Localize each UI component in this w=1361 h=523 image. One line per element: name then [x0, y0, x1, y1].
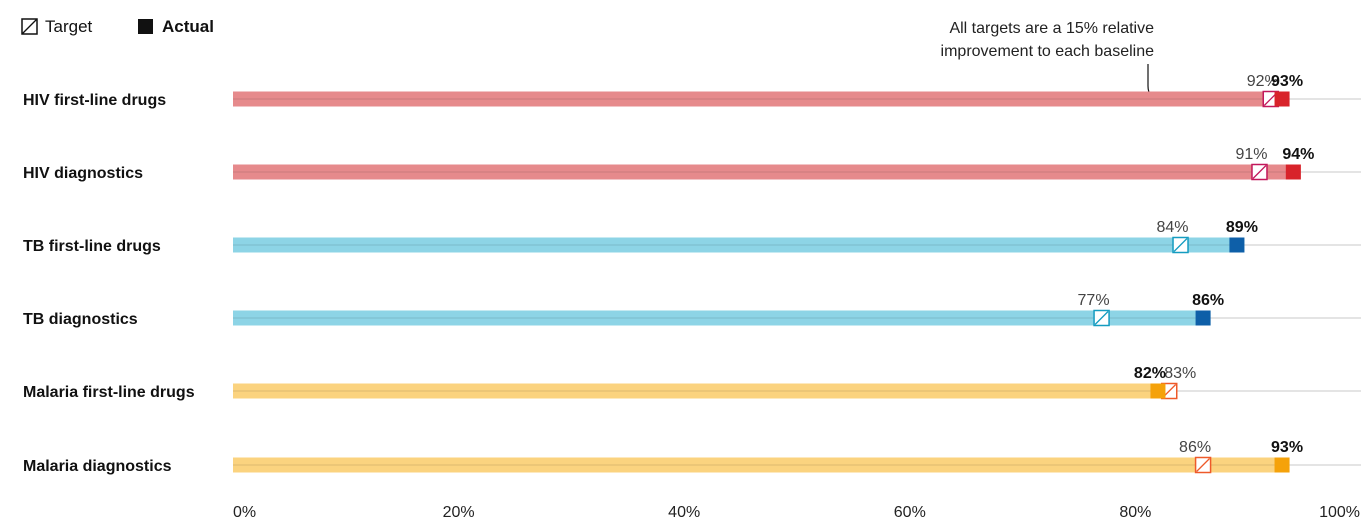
legend: Target Actual: [21, 17, 214, 36]
category-label: HIV diagnostics: [23, 165, 143, 182]
target-value-label: 83%: [1164, 365, 1196, 382]
actual-marker: [1229, 237, 1245, 253]
x-tick-label: 60%: [894, 504, 926, 521]
actual-marker: [1285, 164, 1301, 180]
actual-marker: [1274, 457, 1290, 473]
progress-bar: [233, 457, 1290, 473]
target-marker-diagonal: [1196, 458, 1211, 472]
legend-actual-label: Actual: [162, 17, 214, 36]
actual-value-label: 82%: [1134, 365, 1166, 382]
actual-value-label: 89%: [1226, 219, 1258, 236]
x-tick-label: 20%: [443, 504, 475, 521]
target-value-label: 84%: [1156, 219, 1188, 236]
category-label: Malaria first-line drugs: [23, 384, 195, 401]
target-value-label: 86%: [1179, 439, 1211, 456]
actual-marker: [1195, 310, 1211, 326]
annotation-line-1: All targets are a 15% relative: [949, 20, 1154, 37]
category-label: TB diagnostics: [23, 311, 138, 328]
progress-bar: [233, 91, 1290, 107]
target-marker-diagonal: [1252, 165, 1267, 179]
target-value-label: 92%: [1247, 73, 1279, 90]
progress-bar: [233, 310, 1211, 326]
actual-value-label: 93%: [1271, 73, 1303, 90]
category-label: HIV first-line drugs: [23, 92, 166, 109]
x-tick-label: 40%: [668, 504, 700, 521]
x-tick-label: 0%: [233, 504, 256, 521]
actual-value-label: 94%: [1282, 146, 1314, 163]
legend-target-label: Target: [45, 17, 93, 36]
actual-marker: [1274, 91, 1290, 107]
target-marker-diagonal: [1094, 311, 1109, 325]
legend-actual-icon: [138, 19, 153, 34]
x-tick-label: 80%: [1119, 504, 1151, 521]
target-value-label: 91%: [1235, 146, 1267, 163]
actual-value-label: 86%: [1192, 292, 1224, 309]
progress-bar: [233, 237, 1245, 253]
target-value-label: 77%: [1078, 292, 1110, 309]
annotation: All targets are a 15% relative improveme…: [941, 20, 1258, 103]
target-marker-diagonal: [1173, 238, 1188, 252]
progress-bar: [233, 383, 1177, 399]
category-label: Malaria diagnostics: [23, 458, 172, 475]
legend-target-icon: [21, 18, 38, 35]
annotation-line-2: improvement to each baseline: [941, 43, 1155, 60]
progress-bar: [233, 164, 1301, 180]
category-label: TB first-line drugs: [23, 238, 161, 255]
actual-marker: [1150, 383, 1166, 399]
x-tick-label: 100%: [1319, 504, 1360, 521]
actual-value-label: 93%: [1271, 439, 1303, 456]
